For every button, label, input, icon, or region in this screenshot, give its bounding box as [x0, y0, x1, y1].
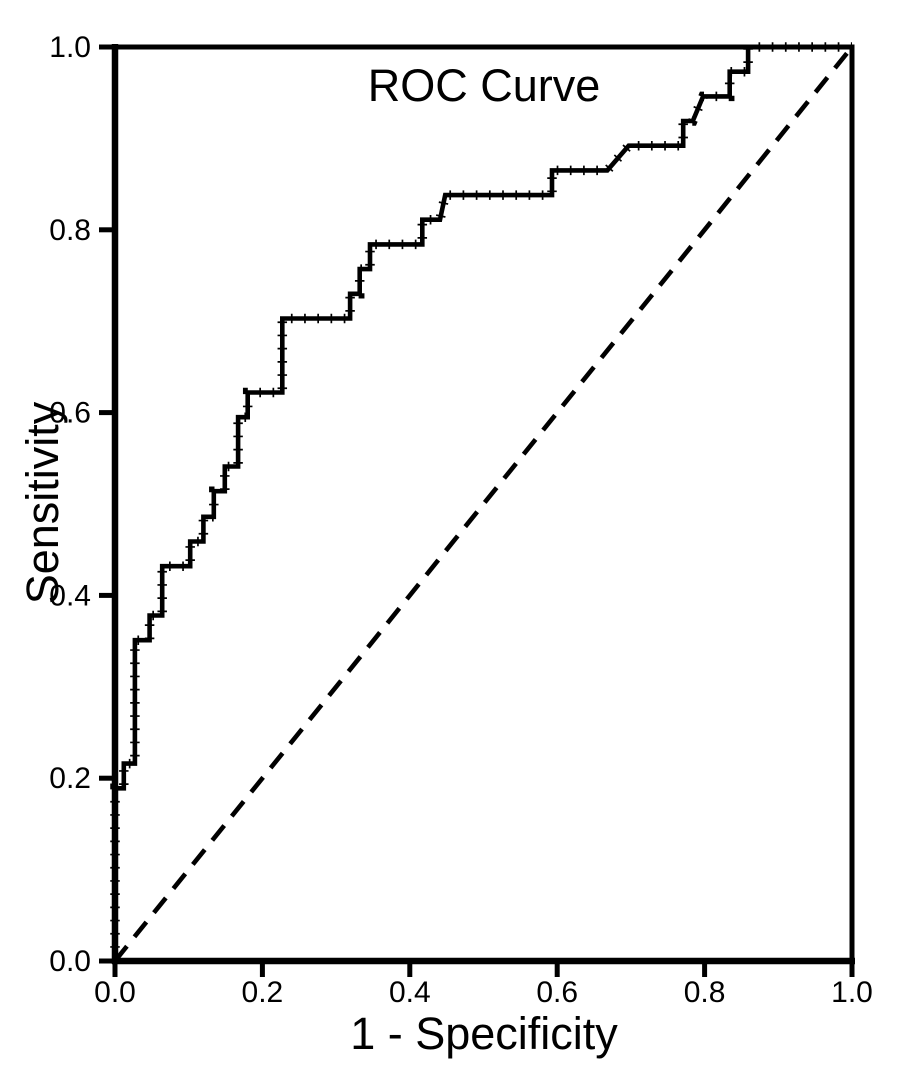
- x-axis-title: 1 - Specificity: [350, 1008, 618, 1059]
- x-tick-label: 0.6: [536, 976, 578, 1009]
- y-tick-label: 0.0: [49, 945, 91, 978]
- y-tick-label: 0.8: [49, 214, 91, 247]
- y-axis-title: Sensitivity: [17, 401, 68, 604]
- reference-diagonal-line: [113, 45, 854, 963]
- y-tick-label: 0.2: [49, 762, 91, 795]
- y-tick-label: 0.6: [49, 397, 91, 430]
- y-tick-label: 0.4: [49, 579, 91, 612]
- x-axis-ticks: 0.0 0.2 0.4 0.6 0.8 1.0: [94, 964, 873, 1009]
- x-tick-label: 0.0: [94, 976, 136, 1009]
- x-tick-label: 0.8: [684, 976, 726, 1009]
- x-tick-label: 1.0: [831, 976, 873, 1009]
- y-tick-label: 1.0: [49, 31, 91, 64]
- x-tick-label: 0.4: [389, 976, 431, 1009]
- chart-title: ROC Curve: [368, 60, 601, 111]
- y-axis-ticks: 0.0 0.2 0.4 0.6 0.8 1.0: [49, 31, 112, 978]
- roc-curve-dot-overlay: [110, 42, 852, 961]
- x-tick-label: 0.2: [242, 976, 284, 1009]
- chart-series: [110, 42, 854, 963]
